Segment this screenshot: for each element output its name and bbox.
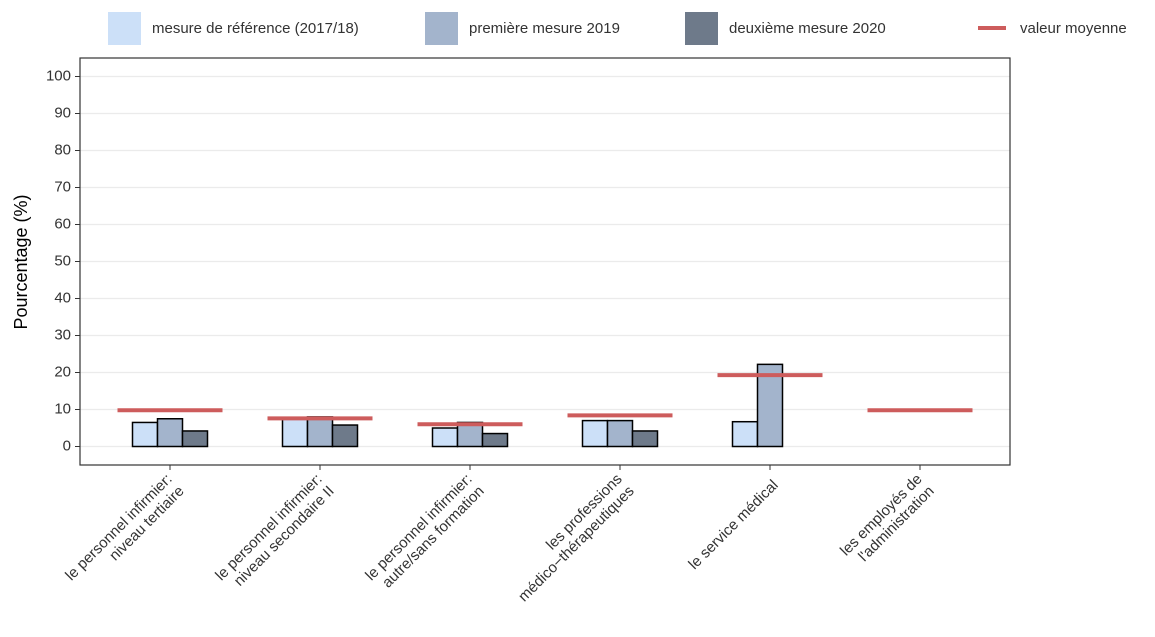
y-tick-label: 100 bbox=[46, 67, 71, 84]
bar bbox=[131, 421, 159, 448]
y-tick-label: 80 bbox=[54, 141, 71, 158]
x-tick-label-line: le personnel infirmier: bbox=[362, 471, 475, 584]
x-tick-label: les employés del'administration bbox=[837, 471, 938, 572]
legend-swatch bbox=[685, 12, 718, 45]
y-tick-label: 30 bbox=[54, 326, 71, 343]
y-tick-label: 20 bbox=[54, 363, 71, 380]
y-tick-label: 70 bbox=[54, 178, 71, 195]
panel-border bbox=[79, 57, 1011, 466]
bar bbox=[331, 424, 359, 448]
legend-swatch bbox=[425, 12, 458, 45]
bar bbox=[306, 416, 334, 448]
x-tick-label-line: le service médical bbox=[685, 477, 781, 573]
bar bbox=[731, 420, 759, 448]
x-tick-label: les professionsmédico−thérapeutiques bbox=[503, 471, 638, 606]
bar bbox=[756, 363, 784, 448]
legend-label: deuxième mesure 2020 bbox=[729, 20, 886, 37]
y-tick-label: 10 bbox=[54, 400, 71, 417]
x-tick-label-line: le personnel infirmier: bbox=[212, 471, 325, 584]
legend-label: mesure de référence (2017/18) bbox=[152, 20, 359, 37]
x-tick-label: le personnel infirmier:niveau tertiaire bbox=[62, 471, 187, 596]
y-tick-label: 60 bbox=[54, 215, 71, 232]
y-tick-label: 40 bbox=[54, 289, 71, 306]
bar bbox=[156, 418, 184, 448]
bar bbox=[631, 430, 659, 448]
bar bbox=[481, 432, 509, 448]
y-tick-label: 0 bbox=[63, 437, 71, 454]
legend-label: valeur moyenne bbox=[1020, 20, 1127, 37]
x-tick-label: le service médical bbox=[685, 477, 781, 573]
x-tick-label-line: médico−thérapeutiques bbox=[515, 483, 638, 606]
bar bbox=[181, 430, 209, 448]
y-tick-label: 50 bbox=[54, 252, 71, 269]
x-tick-label-line: le personnel infirmier: bbox=[62, 471, 175, 584]
x-tick-label: le personnel infirmier:autre/sans format… bbox=[362, 471, 487, 596]
legend-label: première mesure 2019 bbox=[469, 20, 620, 37]
bar bbox=[281, 418, 309, 448]
bar bbox=[431, 427, 459, 448]
bar bbox=[581, 419, 609, 448]
legend-swatch bbox=[108, 12, 141, 45]
x-tick-label: le personnel infirmier:niveau secondaire… bbox=[212, 471, 337, 596]
y-axis-label: Pourcentage (%) bbox=[11, 194, 31, 329]
bar bbox=[606, 419, 634, 448]
y-tick-label: 90 bbox=[54, 104, 71, 121]
x-tick-label-line: autre/sans formation bbox=[379, 483, 488, 592]
